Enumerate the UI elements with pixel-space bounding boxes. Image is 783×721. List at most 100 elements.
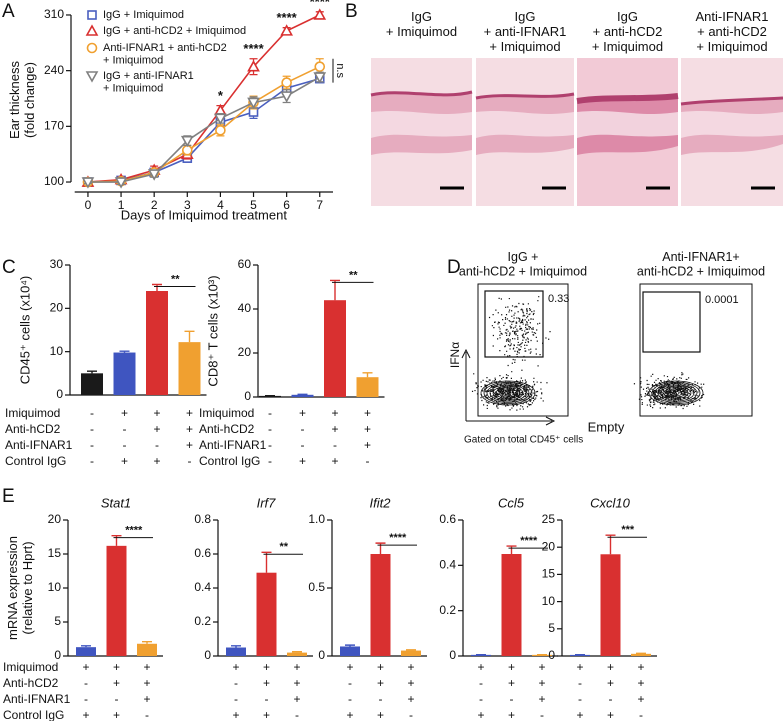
epidermis (680, 96, 783, 106)
marker (180, 135, 194, 148)
treatment-sign: + (346, 660, 353, 674)
treatment-sign: - (639, 708, 643, 721)
treatment-sign: - (268, 454, 272, 468)
treatment-label: Anti-hCD2 (199, 422, 255, 436)
annotation: **** (243, 41, 264, 56)
y-tick-label: 310 (44, 7, 64, 21)
treatment-sign: + (637, 692, 644, 706)
dermis (371, 111, 472, 138)
treatment-sign: - (379, 692, 383, 706)
treatment-label: Imiquimod (199, 406, 254, 420)
treatment-sign: - (234, 676, 238, 690)
bar (340, 646, 360, 656)
treatment-sign: + (263, 660, 270, 674)
treatment-sign: + (346, 708, 353, 721)
epidermis (475, 92, 575, 100)
y-tick-label: 0.2 (194, 614, 211, 628)
bar (106, 545, 127, 656)
significance: **** (125, 525, 143, 537)
flow-title: Anti-IFNAR1+ anti-hCD2 + Imiquimod (637, 250, 765, 278)
treatment-sign: - (268, 406, 272, 420)
legend-marker (85, 71, 99, 83)
error-bar (152, 283, 162, 291)
treatment-sign: + (113, 660, 120, 674)
error-bar (292, 651, 302, 653)
y-tick-label: 10 (50, 344, 64, 358)
y-tick-label: 30 (50, 257, 64, 271)
y-tick-label: 10 (542, 594, 556, 608)
treatment-sign: - (84, 676, 88, 690)
significance: **** (389, 532, 407, 544)
treatment-sign: + (508, 676, 515, 690)
series-line (87, 65, 321, 183)
treatment-sign: + (186, 406, 193, 420)
error-bar (184, 330, 195, 343)
treatment-sign: - (301, 438, 305, 452)
legend-label: IgG + anti-IFNAR1 + Imiquimod (103, 70, 194, 95)
flow-frame (639, 283, 753, 417)
bar (146, 291, 168, 395)
treatment-sign: - (578, 676, 582, 690)
marker (247, 97, 260, 110)
treatment-sign: + (299, 454, 306, 468)
density-contour (672, 390, 680, 395)
error-bar (119, 350, 130, 353)
treatment-sign: + (331, 406, 338, 420)
treatment-label: Control IgG (5, 454, 66, 468)
treatment-sign: + (153, 406, 160, 420)
y-tick-label: 0.2 (439, 603, 456, 617)
error-bar (81, 645, 91, 648)
y-tick-label: 20 (50, 301, 64, 315)
bar (81, 373, 103, 395)
treatment-sign: + (407, 676, 414, 690)
treatment-sign: - (90, 438, 94, 452)
bar (600, 554, 621, 656)
y-tick-label: 20 (238, 345, 252, 359)
y-axis-label: mRNA expression(relative to Hprt) (5, 536, 35, 640)
marker (114, 177, 128, 189)
marker (280, 91, 293, 103)
density-contour (504, 390, 512, 395)
x-tick-label: 0 (85, 198, 92, 212)
treatment-sign: + (477, 708, 484, 721)
treatment-sign: + (121, 406, 128, 420)
y-arrow (461, 348, 471, 421)
treatment-sign: + (331, 422, 338, 436)
treatment-sign: + (121, 454, 128, 468)
treatment-sign: + (82, 708, 89, 721)
treatment-sign: + (113, 676, 120, 690)
bar (178, 342, 201, 395)
y-tick-label: 0.6 (439, 512, 456, 526)
error-bar (231, 645, 241, 648)
treatment-sign: + (82, 660, 89, 674)
error-bar (330, 279, 340, 301)
treatment-sign: - (333, 438, 337, 452)
treatment-sign: - (265, 692, 269, 706)
treatment-sign: - (348, 676, 352, 690)
bar (471, 654, 491, 656)
marker (147, 169, 161, 181)
y-tick-label: 0 (449, 648, 456, 662)
y-tick-label: 0.5 (308, 580, 325, 594)
treatment-sign: + (143, 676, 150, 690)
y-tick-label: 20 (48, 512, 62, 526)
x-axis-label: Days of Imiquimod treatment (121, 207, 288, 222)
density-contour (654, 383, 698, 403)
treatment-sign: - (90, 406, 94, 420)
density-contour (483, 381, 533, 405)
treatment-sign: - (348, 692, 352, 706)
treatment-sign: + (607, 676, 614, 690)
x-tick-label: 2 (151, 198, 158, 212)
marker (247, 60, 260, 72)
treatment-sign: - (268, 422, 272, 436)
dermis (681, 111, 783, 138)
density-contour (486, 383, 530, 403)
treatment-sign: + (232, 708, 239, 721)
treatment-sign: + (143, 660, 150, 674)
panel-label: D (447, 257, 461, 278)
bar (356, 377, 379, 397)
error-bar (261, 551, 272, 573)
gate (484, 290, 544, 358)
series-line (87, 76, 321, 183)
